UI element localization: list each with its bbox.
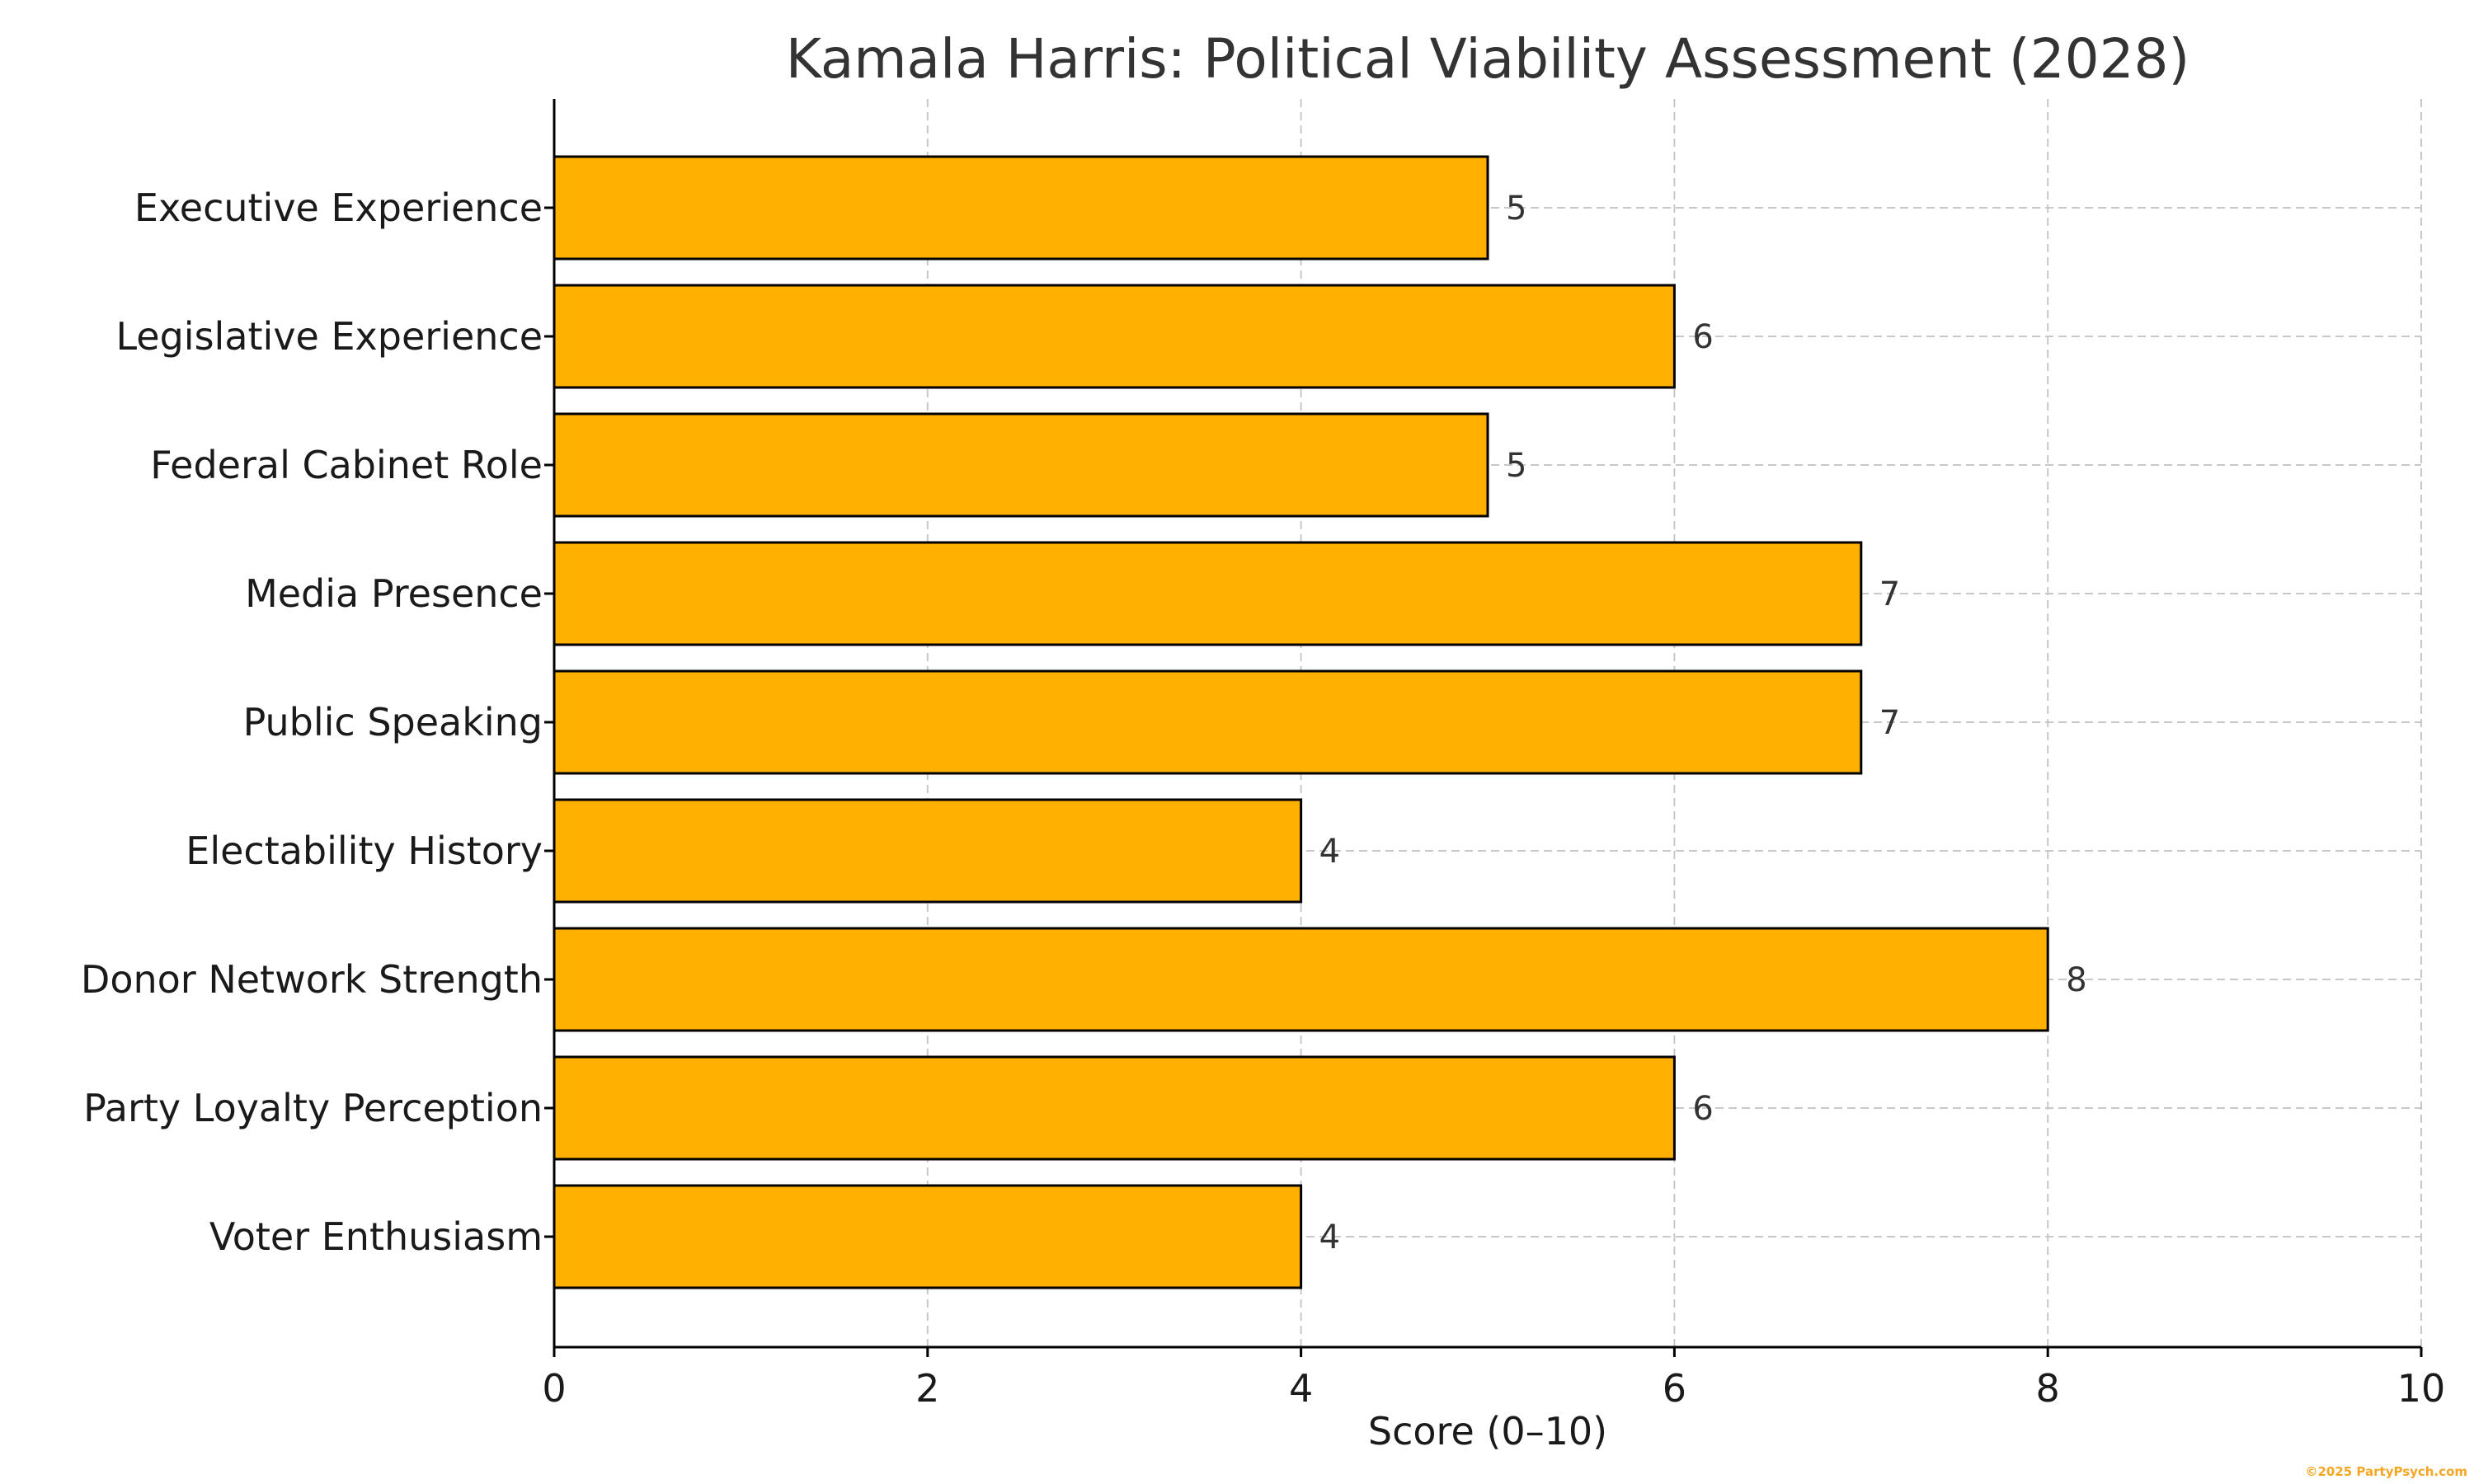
- x-tick-label: 8: [2036, 1366, 2060, 1411]
- bar: [553, 155, 1489, 261]
- data-label: 7: [1879, 704, 1900, 742]
- data-label: 8: [2066, 961, 2086, 999]
- category-label: Voter Enthusiasm: [209, 1214, 543, 1259]
- category-label: Public Speaking: [243, 700, 543, 744]
- category-label: Electability History: [186, 829, 543, 873]
- axes: [544, 99, 2423, 1357]
- x-tick-label: 10: [2397, 1366, 2446, 1411]
- data-label: 5: [1506, 447, 1526, 485]
- data-label: 6: [1692, 318, 1713, 356]
- data-label: 6: [1692, 1090, 1713, 1128]
- category-label: Party Loyalty Perception: [83, 1086, 543, 1130]
- category-label: Legislative Experience: [115, 314, 543, 359]
- category-label: Executive Experience: [134, 186, 543, 230]
- data-label: 4: [1319, 833, 1340, 871]
- chart-title: Kamala Harris: Political Viability Asses…: [786, 27, 2190, 91]
- bar: [553, 412, 1489, 518]
- x-tick-label: 0: [542, 1366, 566, 1411]
- bar: [553, 541, 1863, 646]
- category-label: Donor Network Strength: [81, 957, 543, 1002]
- bar: [553, 1184, 1303, 1289]
- x-axis-label: Score (0–10): [1368, 1409, 1607, 1453]
- bar: [553, 927, 2049, 1032]
- x-tick-label: 4: [1289, 1366, 1313, 1411]
- bars: [553, 155, 2049, 1289]
- x-tick-label: 2: [915, 1366, 939, 1411]
- x-tick-label: 6: [1663, 1366, 1686, 1411]
- data-label: 7: [1879, 575, 1900, 613]
- bar: [553, 669, 1863, 775]
- bar: [553, 1055, 1676, 1161]
- data-label: 5: [1506, 190, 1526, 228]
- labels: Executive Experience 5 Legislative Experie…: [81, 186, 2445, 1411]
- category-label: Media Presence: [245, 571, 543, 616]
- watermark: ©2025 PartyPsych.com: [2305, 1464, 2467, 1479]
- bar: [553, 284, 1676, 389]
- data-label: 4: [1319, 1219, 1340, 1256]
- bar: [553, 798, 1303, 904]
- category-label: Federal Cabinet Role: [150, 443, 543, 487]
